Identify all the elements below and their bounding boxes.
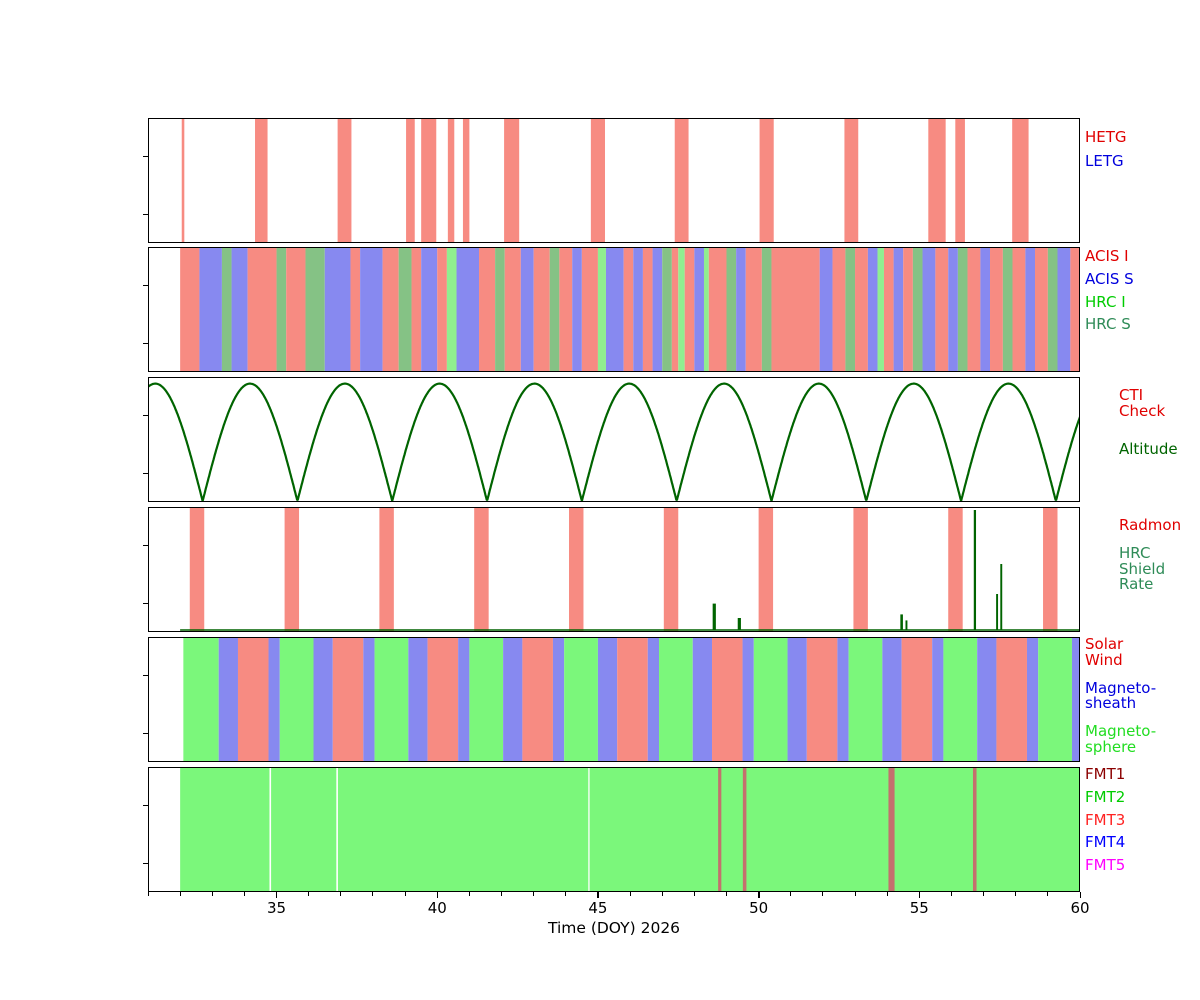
legend-label: ACIS I bbox=[1085, 247, 1129, 265]
legend-gratings: HETG LETG bbox=[1085, 128, 1127, 170]
panel-altitude bbox=[148, 377, 1080, 502]
legend-fmt: FMT1 FMT2 FMT3 FMT4 FMT5 bbox=[1085, 765, 1126, 874]
x-major-tick bbox=[436, 892, 439, 898]
y-minor-tick bbox=[143, 472, 148, 474]
x-tick-label: 50 bbox=[749, 899, 769, 917]
panel-gratings-plot bbox=[148, 118, 1080, 243]
x-minor-tick bbox=[983, 892, 985, 896]
y-minor-tick bbox=[143, 342, 148, 344]
x-minor-tick bbox=[822, 892, 824, 896]
x-tick-label: 35 bbox=[267, 899, 287, 917]
x-minor-tick bbox=[950, 892, 952, 896]
legend-label: FMT5 bbox=[1085, 856, 1126, 874]
panel-gratings bbox=[148, 118, 1080, 243]
x-minor-tick bbox=[1015, 892, 1017, 896]
x-minor-tick bbox=[533, 892, 535, 896]
legend-label: FMT2 bbox=[1085, 787, 1126, 806]
legend-geospace: Solar Wind Magneto- sheath Magneto- sphere bbox=[1085, 635, 1157, 756]
legend-label: Radmon bbox=[1119, 516, 1182, 534]
x-minor-tick bbox=[629, 892, 631, 896]
y-minor-tick bbox=[143, 284, 148, 286]
panel-geospace bbox=[148, 637, 1080, 762]
x-minor-tick bbox=[693, 892, 695, 896]
x-minor-tick bbox=[501, 892, 503, 896]
x-minor-tick bbox=[565, 892, 567, 896]
x-major-tick bbox=[758, 892, 760, 898]
x-minor-tick bbox=[854, 892, 856, 896]
panel-fmt bbox=[148, 767, 1080, 892]
y-minor-tick bbox=[143, 213, 148, 215]
legend-label: HETG bbox=[1085, 128, 1127, 146]
legend-label: HRC Shield Rate bbox=[1119, 543, 1166, 594]
y-minor-tick bbox=[143, 732, 148, 734]
x-tick-label: 40 bbox=[427, 899, 447, 917]
x-axis-label: Time (DOY) 2026 bbox=[547, 919, 681, 937]
y-minor-tick bbox=[143, 414, 148, 416]
panel-instruments bbox=[148, 247, 1080, 372]
x-minor-tick bbox=[147, 892, 149, 896]
x-tick-label: 55 bbox=[909, 899, 929, 917]
y-minor-tick bbox=[143, 155, 148, 157]
legend-altitude: CTI Check Altitude bbox=[1119, 386, 1178, 458]
y-minor-tick bbox=[143, 804, 148, 806]
x-tick-label: 60 bbox=[1070, 899, 1090, 917]
x-minor-tick bbox=[725, 892, 727, 896]
x-minor-tick bbox=[404, 892, 406, 896]
panel-radmon-plot bbox=[148, 507, 1080, 632]
x-major-tick bbox=[597, 892, 599, 898]
x-minor-tick bbox=[372, 892, 374, 896]
legend-label: Magneto- sheath bbox=[1085, 678, 1157, 713]
legend-radmon: Radmon HRC Shield Rate bbox=[1119, 516, 1182, 594]
legend-label: Solar Wind bbox=[1085, 635, 1124, 669]
legend-label: CTI Check bbox=[1119, 386, 1166, 420]
legend-label: Altitude bbox=[1119, 439, 1178, 458]
x-minor-tick bbox=[179, 892, 181, 896]
x-major-tick bbox=[1079, 892, 1081, 898]
panel-instruments-plot bbox=[148, 247, 1080, 372]
legend-label: FMT3 bbox=[1085, 810, 1126, 829]
y-minor-tick bbox=[143, 602, 148, 604]
legend-label: ACIS S bbox=[1085, 269, 1134, 288]
x-tick-label: 45 bbox=[588, 899, 608, 917]
x-minor-tick bbox=[468, 892, 470, 896]
x-minor-tick bbox=[886, 892, 888, 896]
x-minor-tick bbox=[340, 892, 342, 896]
x-minor-tick bbox=[243, 892, 245, 896]
y-minor-tick bbox=[143, 674, 148, 676]
panel-geospace-plot bbox=[148, 637, 1080, 762]
legend-label: HRC S bbox=[1085, 315, 1131, 334]
legend-label: Magneto- sphere bbox=[1085, 722, 1157, 756]
x-minor-tick bbox=[211, 892, 213, 896]
legend-instruments: ACIS I ACIS S HRC I HRC S bbox=[1085, 247, 1134, 334]
panel-altitude-plot bbox=[148, 377, 1080, 502]
panel-fmt-plot bbox=[148, 767, 1080, 892]
x-minor-tick bbox=[308, 892, 310, 896]
legend-label: HRC I bbox=[1085, 292, 1126, 311]
x-major-tick bbox=[276, 892, 278, 898]
y-minor-tick bbox=[143, 862, 148, 864]
legend-label: FMT1 bbox=[1085, 765, 1126, 783]
x-minor-tick bbox=[790, 892, 792, 896]
y-minor-tick bbox=[143, 544, 148, 546]
x-minor-tick bbox=[661, 892, 663, 896]
panel-radmon bbox=[148, 507, 1080, 632]
legend-label: FMT4 bbox=[1085, 833, 1126, 852]
x-major-tick bbox=[918, 892, 921, 898]
legend-label: LETG bbox=[1085, 151, 1124, 170]
x-minor-tick bbox=[1047, 892, 1049, 896]
